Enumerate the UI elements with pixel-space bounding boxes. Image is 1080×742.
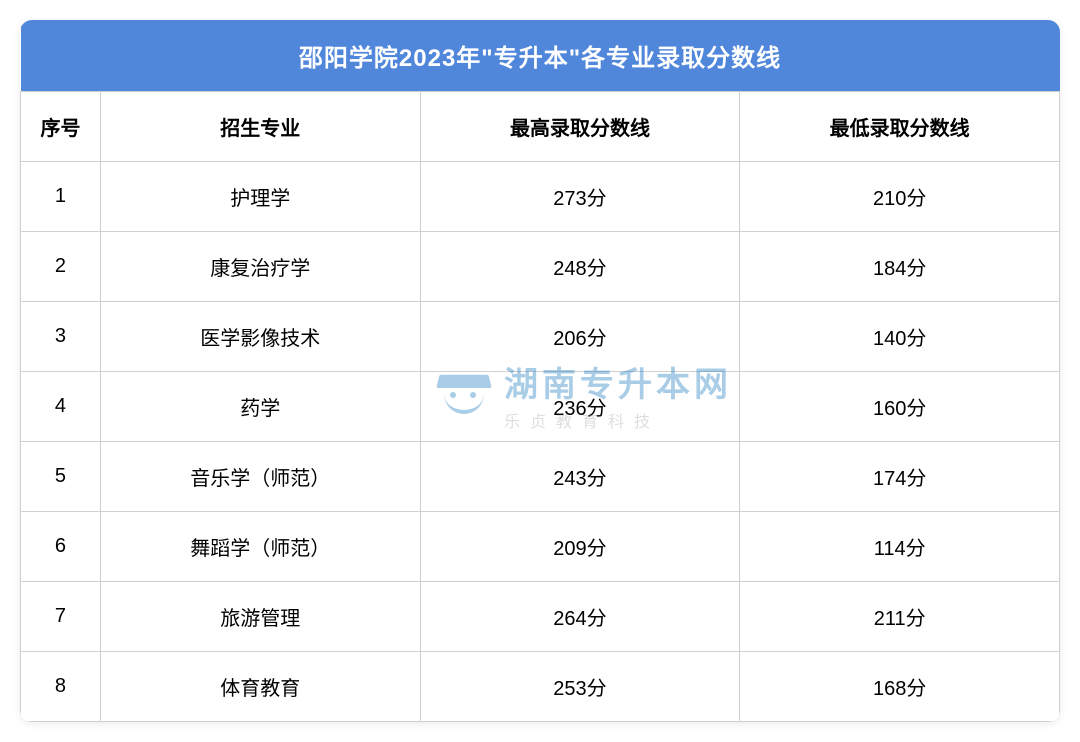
cell-seq: 2	[21, 232, 101, 302]
cell-seq: 3	[21, 302, 101, 372]
cell-low-score: 211分	[740, 582, 1060, 652]
table-row: 3 医学影像技术 206分 140分	[21, 302, 1060, 372]
cell-high-score: 253分	[420, 652, 740, 722]
table-body: 1 护理学 273分 210分 2 康复治疗学 248分 184分 3 医学影像…	[21, 162, 1060, 722]
cell-seq: 6	[21, 512, 101, 582]
cell-major: 药学	[100, 372, 420, 442]
table-title-row: 邵阳学院2023年"专升本"各专业录取分数线	[21, 20, 1060, 92]
cell-seq: 5	[21, 442, 101, 512]
table-header-row: 序号 招生专业 最高录取分数线 最低录取分数线	[21, 92, 1060, 162]
cell-seq: 4	[21, 372, 101, 442]
cell-high-score: 273分	[420, 162, 740, 232]
cell-seq: 1	[21, 162, 101, 232]
cell-low-score: 160分	[740, 372, 1060, 442]
cell-high-score: 243分	[420, 442, 740, 512]
cell-major: 康复治疗学	[100, 232, 420, 302]
cell-low-score: 114分	[740, 512, 1060, 582]
header-major: 招生专业	[100, 92, 420, 162]
cell-high-score: 209分	[420, 512, 740, 582]
cell-high-score: 236分	[420, 372, 740, 442]
header-low-score: 最低录取分数线	[740, 92, 1060, 162]
header-high-score: 最高录取分数线	[420, 92, 740, 162]
cell-high-score: 264分	[420, 582, 740, 652]
cell-low-score: 168分	[740, 652, 1060, 722]
cell-major: 舞蹈学（师范）	[100, 512, 420, 582]
table-row: 1 护理学 273分 210分	[21, 162, 1060, 232]
header-seq: 序号	[21, 92, 101, 162]
cell-low-score: 184分	[740, 232, 1060, 302]
cell-major: 医学影像技术	[100, 302, 420, 372]
cell-major: 旅游管理	[100, 582, 420, 652]
table-row: 4 药学 236分 160分	[21, 372, 1060, 442]
cell-low-score: 140分	[740, 302, 1060, 372]
cell-major: 音乐学（师范）	[100, 442, 420, 512]
admission-score-table-container: 邵阳学院2023年"专升本"各专业录取分数线 序号 招生专业 最高录取分数线 最…	[20, 20, 1060, 722]
cell-seq: 8	[21, 652, 101, 722]
table-row: 6 舞蹈学（师范） 209分 114分	[21, 512, 1060, 582]
table-row: 2 康复治疗学 248分 184分	[21, 232, 1060, 302]
cell-high-score: 206分	[420, 302, 740, 372]
table-row: 8 体育教育 253分 168分	[21, 652, 1060, 722]
table-row: 7 旅游管理 264分 211分	[21, 582, 1060, 652]
cell-low-score: 210分	[740, 162, 1060, 232]
admission-score-table: 邵阳学院2023年"专升本"各专业录取分数线 序号 招生专业 最高录取分数线 最…	[20, 20, 1060, 722]
cell-major: 体育教育	[100, 652, 420, 722]
cell-major: 护理学	[100, 162, 420, 232]
cell-seq: 7	[21, 582, 101, 652]
cell-low-score: 174分	[740, 442, 1060, 512]
cell-high-score: 248分	[420, 232, 740, 302]
table-title: 邵阳学院2023年"专升本"各专业录取分数线	[21, 20, 1060, 92]
table-row: 5 音乐学（师范） 243分 174分	[21, 442, 1060, 512]
